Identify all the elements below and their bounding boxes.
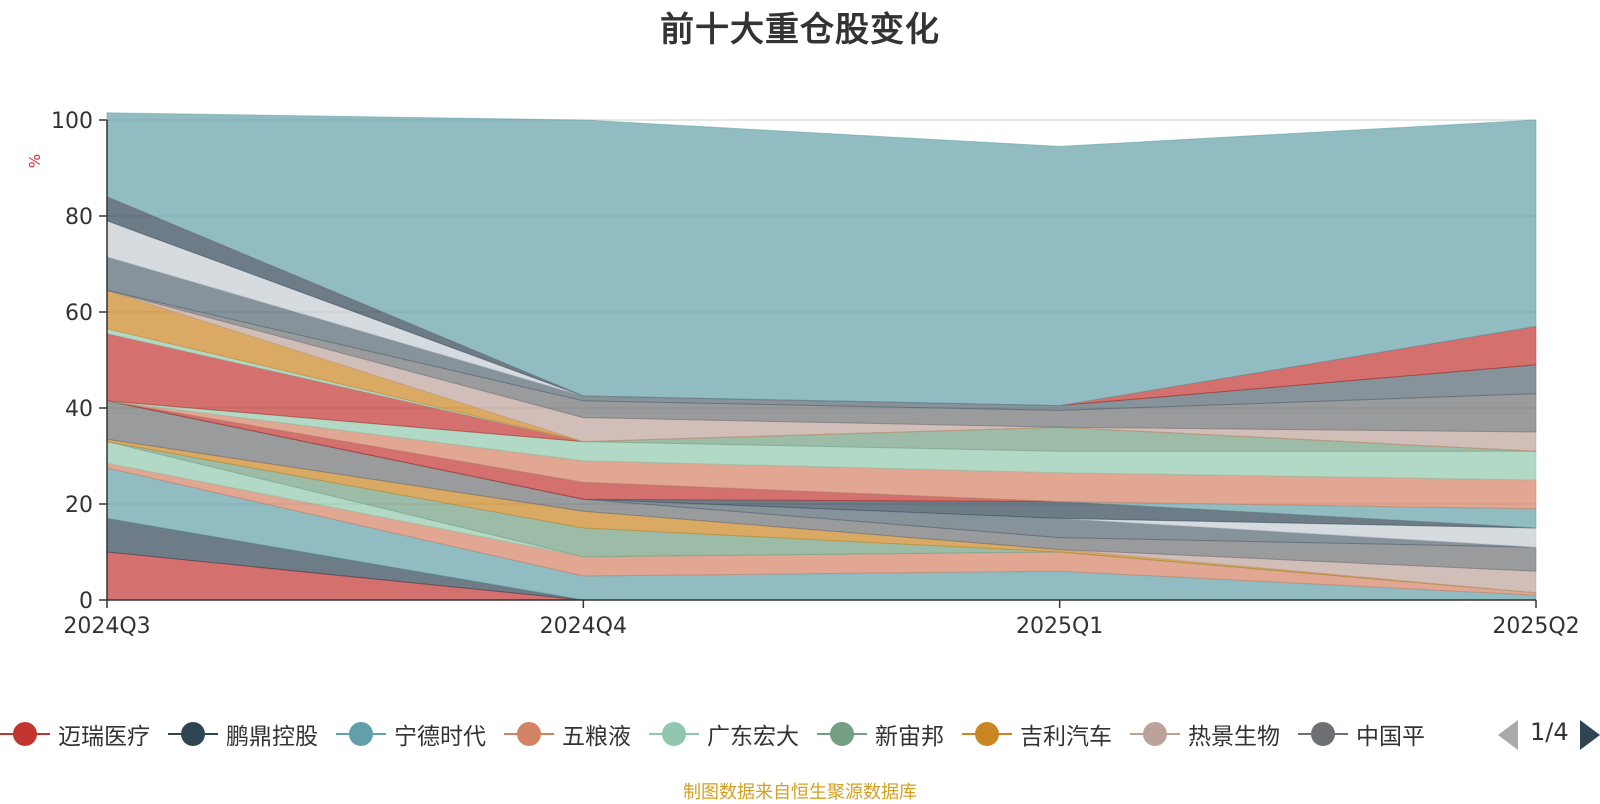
legend-item[interactable]: 新宙邦 bbox=[817, 716, 944, 752]
legend-page-indicator: 1/4 bbox=[1530, 718, 1569, 746]
chart-title: 前十大重仓股变化 bbox=[660, 10, 940, 50]
legend-label: 鹏鼎控股 bbox=[226, 724, 318, 750]
legend-item[interactable]: 吉利汽车 bbox=[962, 716, 1112, 752]
y-tick-label: 100 bbox=[51, 109, 93, 134]
axes bbox=[99, 119, 1537, 608]
legend-marker-icon bbox=[336, 722, 386, 746]
legend-item[interactable]: 中国平 bbox=[1298, 716, 1425, 752]
legend-item[interactable]: 热景生物 bbox=[1130, 716, 1280, 752]
legend-marker-icon bbox=[962, 722, 1012, 746]
legend-label: 迈瑞医疗 bbox=[58, 724, 150, 750]
legend-marker-icon bbox=[817, 722, 867, 746]
x-tick-label: 2025Q2 bbox=[1492, 614, 1579, 639]
legend-item[interactable]: 迈瑞医疗 bbox=[0, 716, 150, 752]
legend-next-page-icon[interactable] bbox=[1580, 720, 1600, 750]
source-note: 制图数据来自恒生聚源数据库 bbox=[683, 782, 917, 803]
x-tick-label: 2025Q1 bbox=[1016, 614, 1103, 639]
y-tick-label: 40 bbox=[65, 397, 93, 422]
legend-label: 吉利汽车 bbox=[1020, 724, 1112, 750]
legend-item[interactable]: 鹏鼎控股 bbox=[168, 716, 318, 752]
x-tick-label: 2024Q4 bbox=[540, 614, 627, 639]
legend: 迈瑞医疗 鹏鼎控股 宁德时代 五粮液 广东宏大 新宙邦 吉利汽车 热景生物 中国平 1/4 bbox=[0, 716, 1600, 752]
x-tick-labels: 2024Q3 2024Q4 2025Q1 2025Q2 bbox=[63, 614, 1579, 639]
legend-marker-icon bbox=[168, 722, 218, 746]
legend-prev-page-icon[interactable] bbox=[1498, 720, 1518, 750]
stacked-area-chart: 0 20 40 60 80 100 2024Q3 2024Q4 2025Q1 2025Q2 bbox=[51, 109, 1580, 639]
y-axis-unit-label: % bbox=[26, 153, 45, 169]
legend-item[interactable]: 宁德时代 bbox=[336, 716, 486, 752]
legend-label: 新宙邦 bbox=[875, 724, 944, 750]
legend-label: 广东宏大 bbox=[707, 724, 799, 750]
x-tick-label: 2024Q3 bbox=[63, 614, 150, 639]
legend-label: 五粮液 bbox=[562, 724, 631, 750]
legend-marker-icon bbox=[1130, 722, 1180, 746]
legend-item[interactable]: 广东宏大 bbox=[649, 716, 799, 752]
y-tick-label: 0 bbox=[79, 589, 93, 614]
legend-marker-icon bbox=[0, 722, 50, 746]
legend-label: 中国平 bbox=[1356, 724, 1425, 750]
legend-marker-icon bbox=[504, 722, 554, 746]
legend-marker-icon bbox=[1298, 722, 1348, 746]
legend-item[interactable]: 五粮液 bbox=[504, 716, 631, 752]
legend-label: 宁德时代 bbox=[394, 724, 486, 750]
y-tick-label: 20 bbox=[65, 493, 93, 518]
y-tick-labels: 0 20 40 60 80 100 bbox=[51, 109, 93, 614]
legend-items: 迈瑞医疗 鹏鼎控股 宁德时代 五粮液 广东宏大 新宙邦 吉利汽车 热景生物 中国平 bbox=[0, 716, 1480, 752]
y-tick-label: 80 bbox=[65, 205, 93, 230]
y-tick-label: 60 bbox=[65, 301, 93, 326]
area-layer-26 bbox=[106, 112, 1537, 407]
legend-marker-icon bbox=[649, 722, 699, 746]
legend-label: 热景生物 bbox=[1188, 724, 1280, 750]
area-series bbox=[106, 112, 1537, 601]
